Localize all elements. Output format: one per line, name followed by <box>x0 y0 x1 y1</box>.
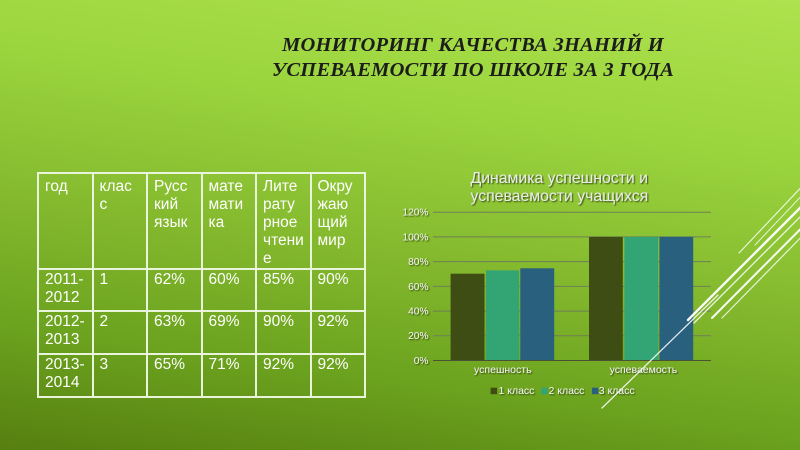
svg-text:120%: 120% <box>402 208 428 219</box>
svg-text:80%: 80% <box>408 257 428 268</box>
svg-text:успеваемость: успеваемость <box>610 364 678 376</box>
svg-text:успешность: успешность <box>474 364 532 376</box>
svg-text:3 класс: 3 класс <box>599 385 635 397</box>
svg-text:1 класс: 1 класс <box>499 385 535 397</box>
svg-text:20%: 20% <box>408 331 428 342</box>
svg-text:0%: 0% <box>414 356 429 367</box>
svg-text:100%: 100% <box>402 232 428 243</box>
svg-text:успеваемости учащихся: успеваемости учащихся <box>471 188 649 205</box>
svg-text:60%: 60% <box>408 282 428 293</box>
svg-text:2 класс: 2 класс <box>549 385 585 397</box>
svg-text:40%: 40% <box>408 307 428 318</box>
svg-text:Динамика успешности и: Динамика успешности и <box>471 170 648 187</box>
